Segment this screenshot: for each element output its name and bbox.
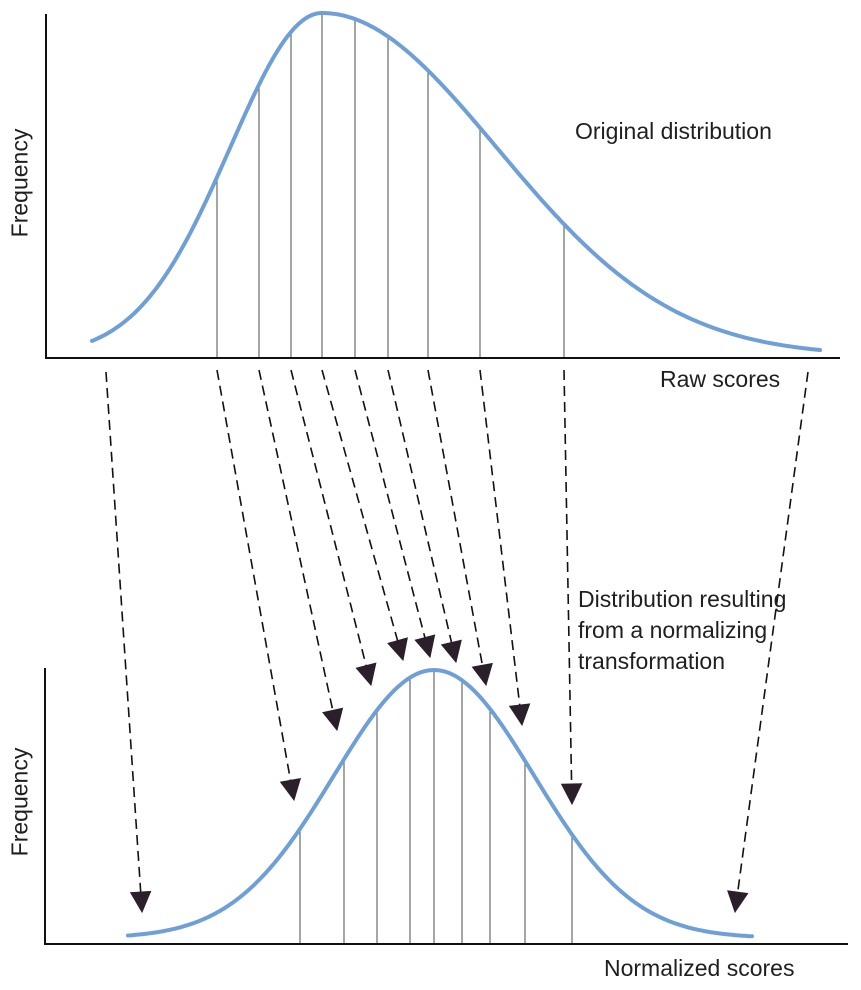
normalized-distribution-curve (126, 667, 754, 939)
mapping-arrowhead-4 (355, 662, 377, 687)
normalized-distribution-label-line-1: Distribution resulting (578, 586, 787, 612)
mapping-arrowhead-11 (727, 890, 749, 914)
mapping-arrowhead-5 (387, 637, 408, 662)
mapping-arrow-line-9 (479, 369, 521, 706)
mapping-arrowhead-3 (322, 707, 344, 732)
normalized-distribution-label-line-3: transformation (578, 648, 726, 674)
top-y-axis-label: Frequency (6, 128, 33, 238)
mapping-arrowhead-10 (560, 783, 583, 806)
original-distribution-label: Original distribution (575, 118, 772, 144)
bottom-x-axis-label: Normalized scores (604, 955, 795, 981)
mapping-arrows (105, 369, 809, 914)
mapping-arrow-line-11 (736, 371, 809, 893)
mapping-arrow-line-10 (563, 369, 573, 785)
mapping-arrow-line-8 (427, 369, 484, 666)
mapping-arrow-line-3 (258, 369, 334, 711)
mapping-arrowhead-6 (414, 634, 436, 659)
bottom-y-axis-label: Frequency (6, 747, 33, 857)
mapping-arrowhead-1 (129, 890, 152, 914)
mapping-arrowhead-2 (279, 777, 302, 802)
mapping-arrow-line-5 (321, 369, 399, 641)
top-x-axis-label: Raw scores (660, 366, 781, 392)
top-panel (45, 11, 840, 359)
mapping-arrow-line-2 (216, 369, 292, 781)
mapping-arrow-line-7 (387, 369, 453, 643)
mapping-arrow-line-1 (105, 371, 142, 893)
bottom-panel (44, 667, 848, 945)
normalized-distribution-label-line-2: from a normalizing (578, 617, 768, 643)
mapping-arrowhead-8 (471, 662, 493, 687)
mapping-arrow-line-4 (290, 369, 367, 666)
mapping-arrowhead-7 (440, 639, 462, 664)
mapping-arrow-line-6 (354, 369, 426, 638)
mapping-arrowhead-9 (508, 703, 531, 727)
normalized-distribution-label: Distribution resulting from a normalizin… (578, 584, 786, 677)
original-distribution-curve (90, 11, 822, 352)
